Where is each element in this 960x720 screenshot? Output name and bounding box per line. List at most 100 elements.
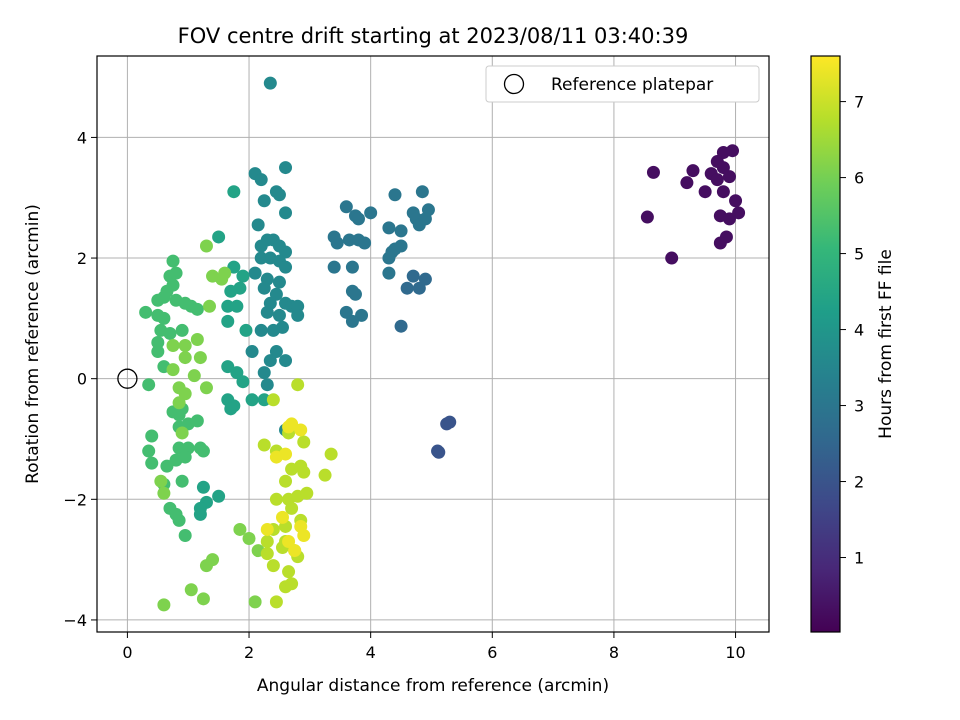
- data-point: [178, 339, 192, 353]
- colorbar-tick-label: 2: [854, 473, 864, 492]
- data-point: [184, 583, 198, 597]
- data-point: [166, 363, 180, 377]
- data-point: [400, 281, 414, 295]
- data-point: [722, 170, 736, 184]
- data-point: [203, 299, 217, 313]
- y-tick-label: 4: [77, 128, 87, 147]
- data-point: [318, 468, 332, 482]
- data-point: [272, 188, 286, 202]
- data-point: [348, 287, 362, 301]
- data-point: [680, 176, 694, 190]
- data-point: [157, 486, 171, 500]
- data-point: [710, 173, 724, 187]
- colorbar-tick-label: 1: [854, 549, 864, 568]
- data-point: [221, 299, 235, 313]
- data-point: [172, 396, 186, 410]
- legend-box: [485, 65, 760, 103]
- data-point: [266, 559, 280, 573]
- y-axis-ticks: −4 −2 0 2 4: [63, 128, 97, 630]
- data-point: [178, 528, 192, 542]
- y-tick-label: 0: [77, 370, 87, 389]
- data-point: [394, 239, 408, 253]
- data-points: [117, 76, 746, 612]
- data-point: [199, 239, 213, 253]
- colorbar-tick-label: 7: [854, 93, 864, 112]
- y-axis-label: Rotation from reference (arcmin): [23, 204, 43, 484]
- data-point: [178, 351, 192, 365]
- data-point: [726, 144, 740, 158]
- x-axis-label: Angular distance from reference (arcmin): [257, 676, 609, 696]
- data-point: [345, 260, 359, 274]
- data-point: [251, 218, 265, 232]
- data-point: [279, 474, 293, 488]
- data-point: [221, 314, 235, 328]
- data-point: [172, 513, 186, 527]
- data-point: [279, 260, 293, 274]
- colorbar-tick-label: 4: [854, 321, 864, 340]
- data-point: [279, 354, 293, 368]
- data-point: [175, 323, 189, 337]
- data-point: [686, 164, 700, 178]
- data-point: [248, 266, 262, 280]
- data-point: [282, 565, 296, 579]
- data-point: [142, 444, 156, 458]
- data-point: [199, 381, 213, 395]
- data-point: [257, 393, 271, 407]
- colorbar-tick-label: 3: [854, 397, 864, 416]
- data-point: [345, 314, 359, 328]
- data-point: [224, 402, 238, 416]
- data-point: [196, 592, 210, 606]
- data-point: [242, 532, 256, 546]
- data-point: [239, 323, 253, 337]
- data-point: [160, 459, 174, 473]
- data-point: [145, 456, 159, 470]
- data-point: [145, 429, 159, 443]
- data-point: [233, 522, 247, 536]
- data-point: [151, 345, 165, 359]
- data-point: [330, 236, 344, 250]
- data-point: [260, 522, 274, 536]
- chart-title: FOV centre drift starting at 2023/08/11 …: [178, 24, 689, 48]
- data-point: [421, 203, 435, 217]
- colorbar: 1 2 3 4 5 6 7 Hours from first FF file: [810, 55, 896, 633]
- x-tick-label: 0: [122, 643, 132, 662]
- legend-reference-marker-icon: [503, 73, 525, 95]
- data-point: [388, 188, 402, 202]
- data-point: [230, 299, 244, 313]
- data-point: [260, 305, 274, 319]
- data-point: [254, 323, 268, 337]
- data-point: [193, 507, 207, 521]
- data-point: [236, 269, 250, 283]
- data-point: [212, 230, 226, 244]
- colorbar-tick-label: 5: [854, 245, 864, 264]
- data-point: [139, 305, 153, 319]
- data-point: [254, 239, 268, 253]
- x-tick-label: 10: [725, 643, 745, 662]
- data-point: [142, 378, 156, 392]
- data-point: [260, 547, 274, 561]
- data-point: [154, 474, 168, 488]
- data-point: [269, 595, 283, 609]
- data-point: [418, 272, 432, 286]
- x-tick-label: 2: [244, 643, 254, 662]
- data-point: [297, 465, 311, 479]
- data-point: [212, 489, 226, 503]
- data-point: [294, 423, 308, 437]
- legend: Reference platepar: [485, 65, 760, 103]
- colorbar-ticks: 1 2 3 4 5 6 7: [840, 93, 864, 568]
- data-point: [178, 450, 192, 464]
- data-point: [443, 415, 457, 429]
- data-point: [236, 375, 250, 389]
- data-point: [394, 319, 408, 333]
- data-point: [151, 335, 165, 349]
- data-point: [224, 284, 238, 298]
- data-point: [382, 266, 396, 280]
- data-point: [190, 302, 204, 316]
- data-point: [382, 221, 396, 235]
- data-point: [665, 251, 679, 265]
- y-tick-label: 2: [77, 249, 87, 268]
- data-point: [206, 553, 220, 567]
- data-point: [166, 254, 180, 268]
- legend-label: Reference platepar: [551, 75, 713, 95]
- data-point: [260, 378, 274, 392]
